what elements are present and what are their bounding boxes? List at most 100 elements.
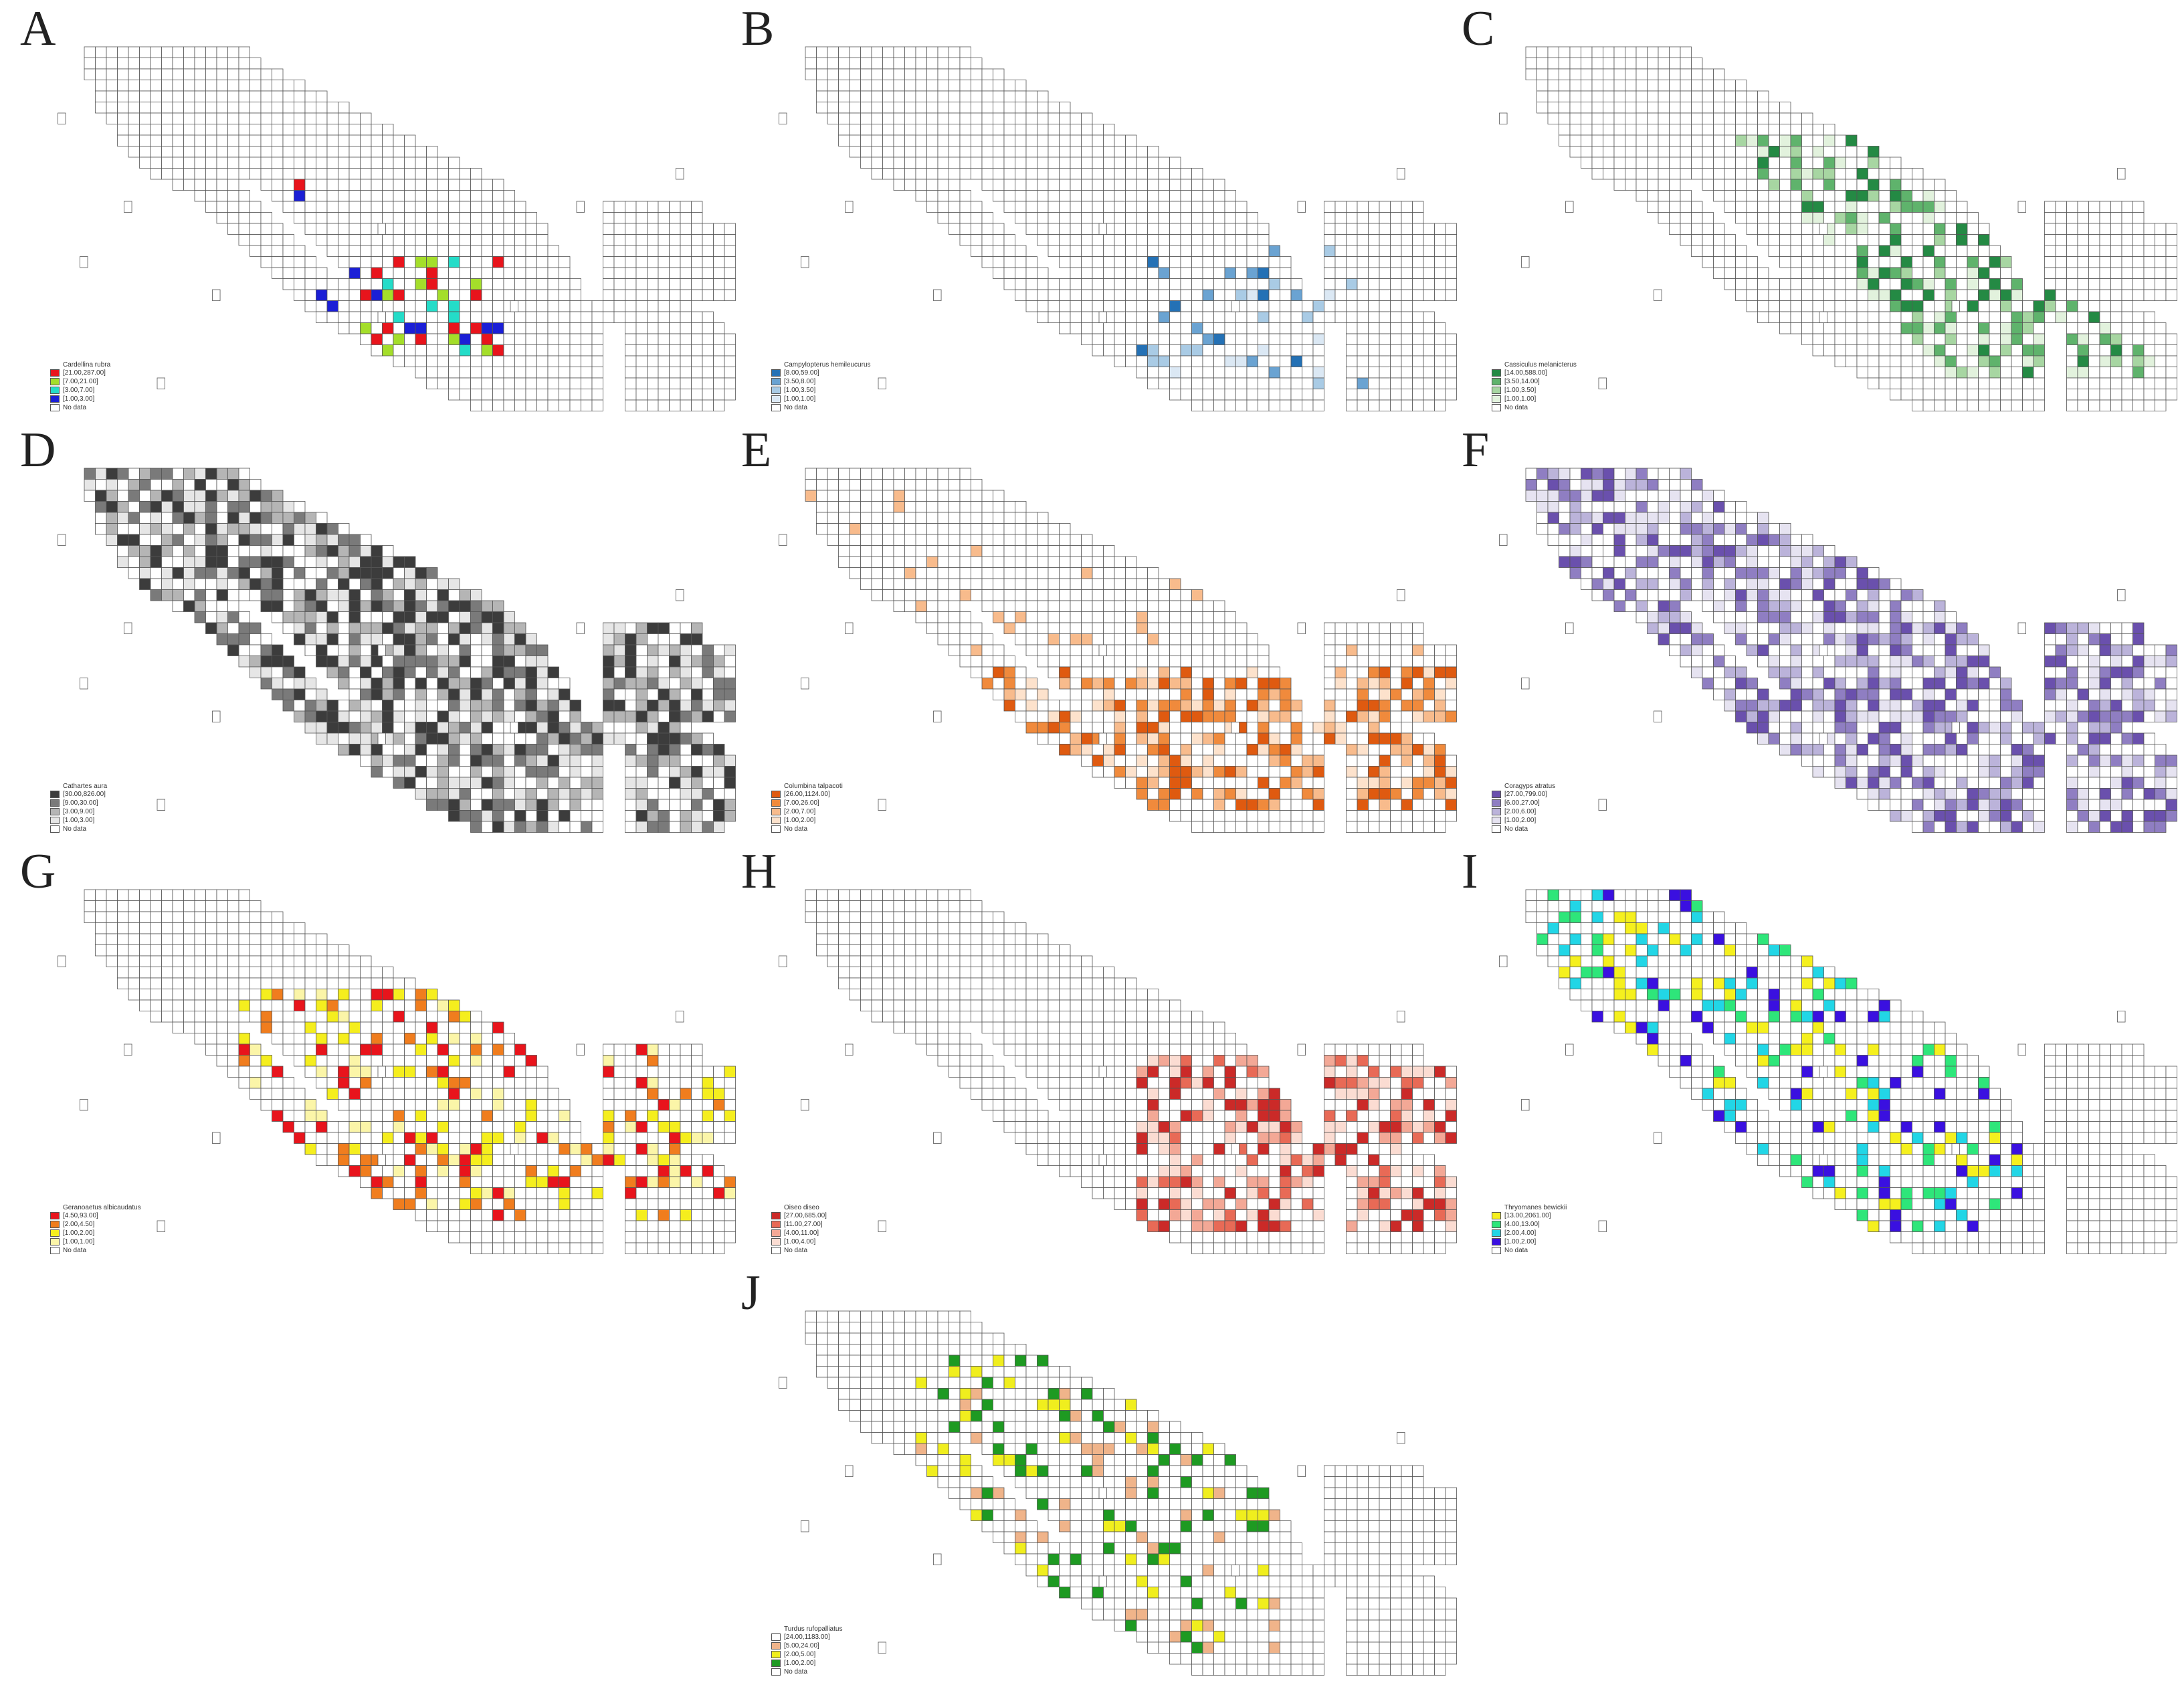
grid-cell — [459, 267, 471, 279]
grid-cell — [1136, 201, 1148, 213]
grid-cell — [680, 810, 692, 822]
grid-cell — [635, 777, 648, 789]
grid-cell — [860, 157, 872, 169]
grid-cell — [647, 322, 659, 334]
grid-cell — [1081, 223, 1093, 235]
grid-cell — [680, 678, 692, 690]
grid-cell — [1224, 633, 1236, 645]
grid-cell — [691, 644, 703, 656]
grid-cell — [294, 501, 306, 513]
grid-cell — [1691, 157, 1703, 169]
grid-cell — [503, 399, 515, 411]
grid-cell — [1025, 102, 1037, 114]
grid-cell — [625, 355, 637, 367]
grid-cell — [338, 732, 350, 744]
grid-cell — [1834, 201, 1846, 213]
grid-cell — [1258, 710, 1270, 722]
grid-cell — [525, 777, 537, 789]
grid-cell — [1525, 479, 1537, 491]
grid-cell — [282, 146, 294, 158]
grid-cell — [382, 710, 394, 722]
grid-cell — [1823, 201, 1835, 213]
grid-cell — [669, 777, 681, 789]
grid-cell — [1302, 788, 1314, 800]
grid-cell — [816, 479, 828, 491]
grid-cell — [1346, 622, 1358, 634]
grid-cell — [250, 578, 262, 590]
grid-cell — [1158, 700, 1170, 712]
grid-cell — [1125, 755, 1137, 767]
grid-cell — [1647, 68, 1659, 80]
grid-cell — [647, 755, 659, 767]
grid-cell — [1559, 468, 1571, 480]
grid-cell — [1235, 322, 1248, 334]
grid-cell — [2143, 399, 2155, 411]
grid-cell — [635, 656, 648, 668]
grid-cell — [816, 80, 828, 92]
grid-cell — [1536, 102, 1549, 114]
grid-cell — [382, 157, 394, 169]
grid-cell — [238, 68, 250, 80]
grid-cell — [949, 112, 961, 124]
grid-cell — [1114, 688, 1126, 700]
grid-cell — [724, 278, 736, 290]
grid-cell — [1280, 311, 1292, 323]
grid-cell — [503, 744, 515, 756]
grid-cell — [647, 799, 659, 811]
grid-cell — [1401, 744, 1413, 756]
grid-cell — [1025, 600, 1037, 612]
grid-cell — [415, 355, 427, 367]
grid-cell — [893, 58, 905, 70]
grid-cell — [382, 267, 394, 279]
grid-cell — [1922, 300, 1934, 312]
grid-cell — [1235, 201, 1248, 213]
grid-cell — [1724, 146, 1736, 158]
grid-cell — [838, 468, 850, 480]
grid-cell — [161, 534, 173, 546]
grid-cell — [949, 501, 961, 513]
grid-cell — [1258, 344, 1270, 357]
grid-cell — [1856, 212, 1868, 224]
grid-cell — [1258, 223, 1270, 235]
grid-cell — [1635, 112, 1648, 124]
grid-cell — [1235, 311, 1248, 323]
grid-cell — [1735, 102, 1747, 114]
grid-cell — [459, 311, 471, 323]
grid-cell — [205, 102, 217, 114]
grid-cell — [1213, 633, 1225, 645]
grid-cell — [272, 523, 284, 535]
grid-cell — [338, 157, 350, 169]
grid-cell — [1092, 134, 1104, 146]
grid-cell — [1180, 168, 1192, 180]
grid-cell — [702, 766, 714, 778]
grid-cell — [2022, 322, 2034, 334]
grid-cell — [1724, 112, 1736, 124]
grid-cell — [1680, 201, 1692, 213]
grid-cell — [1059, 567, 1071, 579]
grid-cell — [1613, 58, 1625, 70]
grid-cell — [1003, 501, 1015, 513]
grid-cell — [1258, 311, 1270, 323]
grid-cell — [1180, 633, 1192, 645]
grid-cell — [904, 179, 916, 191]
grid-cell — [1246, 311, 1258, 323]
grid-cell — [1191, 234, 1203, 246]
grid-cell — [1169, 656, 1181, 668]
grid-cell — [2033, 367, 2045, 379]
grid-cell — [1246, 399, 1258, 411]
grid-cell — [1003, 600, 1015, 612]
grid-cell — [569, 732, 581, 744]
grid-cell — [1070, 710, 1082, 722]
grid-cell — [1547, 112, 1559, 124]
grid-cell — [1258, 322, 1270, 334]
grid-cell — [1779, 234, 1791, 246]
grid-cell — [1191, 256, 1203, 268]
grid-cell — [326, 112, 338, 124]
grid-cell — [1603, 90, 1615, 102]
grid-cell — [1202, 344, 1214, 357]
grid-cell — [1290, 788, 1302, 800]
grid-cell — [161, 512, 173, 524]
grid-cell — [426, 168, 438, 180]
grid-cell — [1147, 344, 1159, 357]
grid-cell — [1368, 377, 1380, 389]
